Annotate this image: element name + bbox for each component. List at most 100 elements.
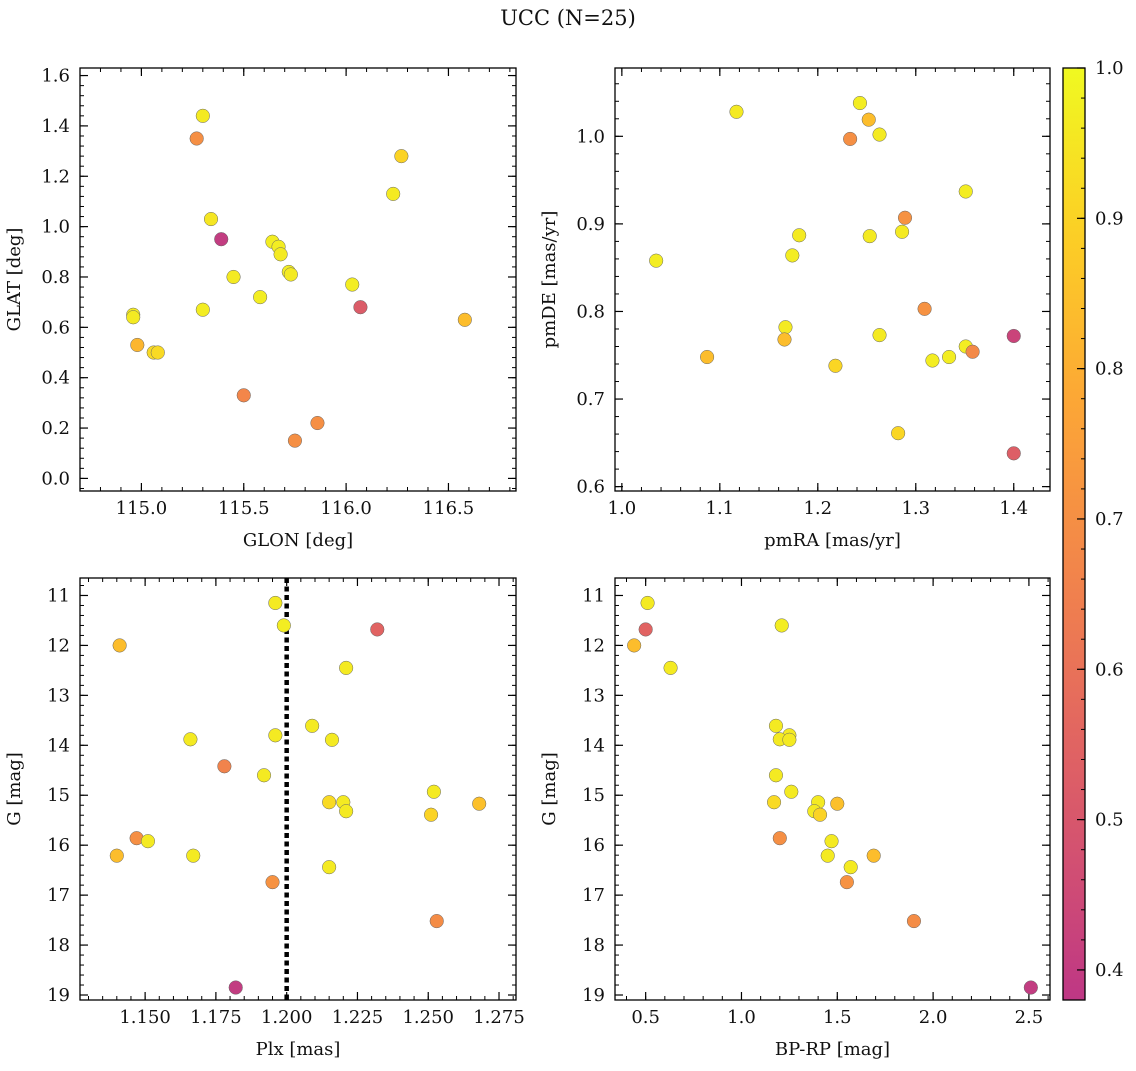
scatter-point: [897, 210, 913, 225]
scatter-point: [942, 349, 957, 365]
y-tick-label: 1.2: [41, 166, 70, 187]
scatter-point: [345, 277, 360, 292]
scatter-point: [843, 860, 858, 875]
scatter-point: [109, 848, 124, 863]
scatter-point: [700, 349, 715, 365]
y-tick-label: 0.7: [576, 389, 605, 410]
scatter-point: [283, 267, 298, 282]
y-tick-label: 13: [47, 685, 70, 706]
scatter-point: [839, 875, 854, 890]
y-tick-label: 0.2: [41, 418, 70, 439]
scatter-point: [777, 332, 792, 347]
y-tick-label: 12: [582, 635, 605, 656]
y-tick-label: 17: [582, 885, 605, 906]
y-tick-label: 19: [582, 985, 605, 1006]
y-tick-label: 18: [582, 935, 605, 956]
y-tick-label: 14: [582, 735, 605, 756]
scatter-point: [872, 328, 887, 343]
scatter-point: [429, 914, 444, 929]
scatter-point: [256, 768, 272, 783]
y-tick-label: 18: [47, 935, 70, 956]
colorbar: 0.4 0.5 0.6 0.7 0.8 0.9 1.0: [1062, 58, 1124, 1001]
scatter-point: [424, 807, 439, 822]
scatter-point: [189, 131, 204, 146]
y-tick-label: 11: [47, 585, 70, 606]
x-tick-label: 1.150: [119, 1007, 171, 1028]
scatter-point: [353, 300, 368, 315]
scatter-point: [310, 415, 325, 431]
scatter-point: [965, 344, 980, 359]
scatter-point: [265, 875, 280, 890]
panel-pmra-pmde: 1.0 1.1 1.2 1.3 1.4 0.6 0.7 0.8 0.9 1.0 pmRA [mas/…: [539, 67, 1051, 551]
x-tick-label: 1.5: [823, 1007, 852, 1028]
y-tick-label: 15: [47, 785, 70, 806]
scatter-point: [214, 232, 229, 247]
scatter-point: [768, 718, 784, 733]
y-tick-label: 16: [582, 835, 605, 856]
scatter-point: [792, 228, 807, 243]
y-tick-label: 19: [47, 985, 70, 1006]
scatter-point: [830, 796, 845, 811]
y-tick-label: 11: [582, 585, 605, 606]
axes-frame: [614, 577, 1051, 1001]
scatter-point: [861, 112, 876, 127]
scatter-point: [322, 860, 337, 875]
axes-frame: [614, 67, 1051, 492]
y-tick-label: 15: [582, 785, 605, 806]
scatter-point: [273, 247, 288, 262]
scatter-point: [186, 848, 201, 863]
x-tick-label: 0.5: [631, 1007, 660, 1028]
scatter-point: [140, 834, 155, 849]
x-tick-label: 115.0: [116, 498, 168, 519]
y-tick-label: 1.0: [576, 126, 605, 147]
scatter-point: [217, 759, 232, 774]
x-tick-label: 2.0: [919, 1007, 948, 1028]
colorbar-tick-label: 0.5: [1095, 810, 1124, 831]
scatter-point: [824, 834, 839, 849]
scatter-point: [917, 301, 932, 316]
x-tick-label: 1.2: [803, 498, 832, 519]
x-tick-label: 115.5: [218, 498, 270, 519]
colorbar-tick-label: 0.6: [1095, 659, 1124, 680]
scatter-point: [663, 660, 678, 675]
scatter-point: [768, 768, 784, 783]
colorbar-bar: [1062, 67, 1086, 1001]
y-tick-label: 16: [47, 835, 70, 856]
scatter-point: [1006, 328, 1021, 344]
y-tick-label: 14: [47, 735, 70, 756]
scatter-point: [852, 95, 867, 111]
scatter-point: [268, 728, 283, 743]
scatter-point: [925, 353, 940, 368]
colorbar-tick-label: 0.4: [1095, 960, 1124, 981]
colorbar-tick-label: 0.7: [1095, 509, 1124, 530]
scatter-point: [339, 804, 354, 819]
scatter-point: [640, 595, 655, 611]
x-axis-label: Plx [mas]: [256, 1039, 341, 1060]
y-tick-label: 12: [47, 635, 70, 656]
colorbar-tick-label: 0.8: [1095, 359, 1124, 380]
y-axis-label: pmDE [mas/yr]: [539, 211, 560, 349]
scatter-point: [891, 426, 906, 441]
scatter-point: [112, 638, 127, 653]
x-tick-label: 2.5: [1015, 1007, 1044, 1028]
y-tick-label: 0.9: [576, 214, 605, 235]
scatter-point: [457, 312, 472, 327]
x-tick-label: 1.4: [999, 498, 1028, 519]
y-tick-label: 1.6: [41, 66, 70, 87]
y-tick-label: 17: [47, 885, 70, 906]
scatter-point: [958, 184, 973, 199]
scatter-point: [784, 784, 799, 799]
scatter-point: [729, 104, 744, 119]
scatter-point: [183, 732, 198, 747]
scatter-point: [150, 345, 165, 360]
scatter-point: [828, 358, 843, 373]
y-tick-label: 1.4: [41, 116, 70, 137]
figure-title: UCC (N=25): [500, 6, 636, 30]
scatter-point: [472, 796, 487, 811]
x-tick-label: 116.0: [320, 498, 372, 519]
y-tick-label: 0.6: [576, 477, 605, 498]
scatter-point: [324, 732, 340, 747]
scatter-point: [253, 290, 268, 305]
axes-frame: [79, 577, 517, 1001]
